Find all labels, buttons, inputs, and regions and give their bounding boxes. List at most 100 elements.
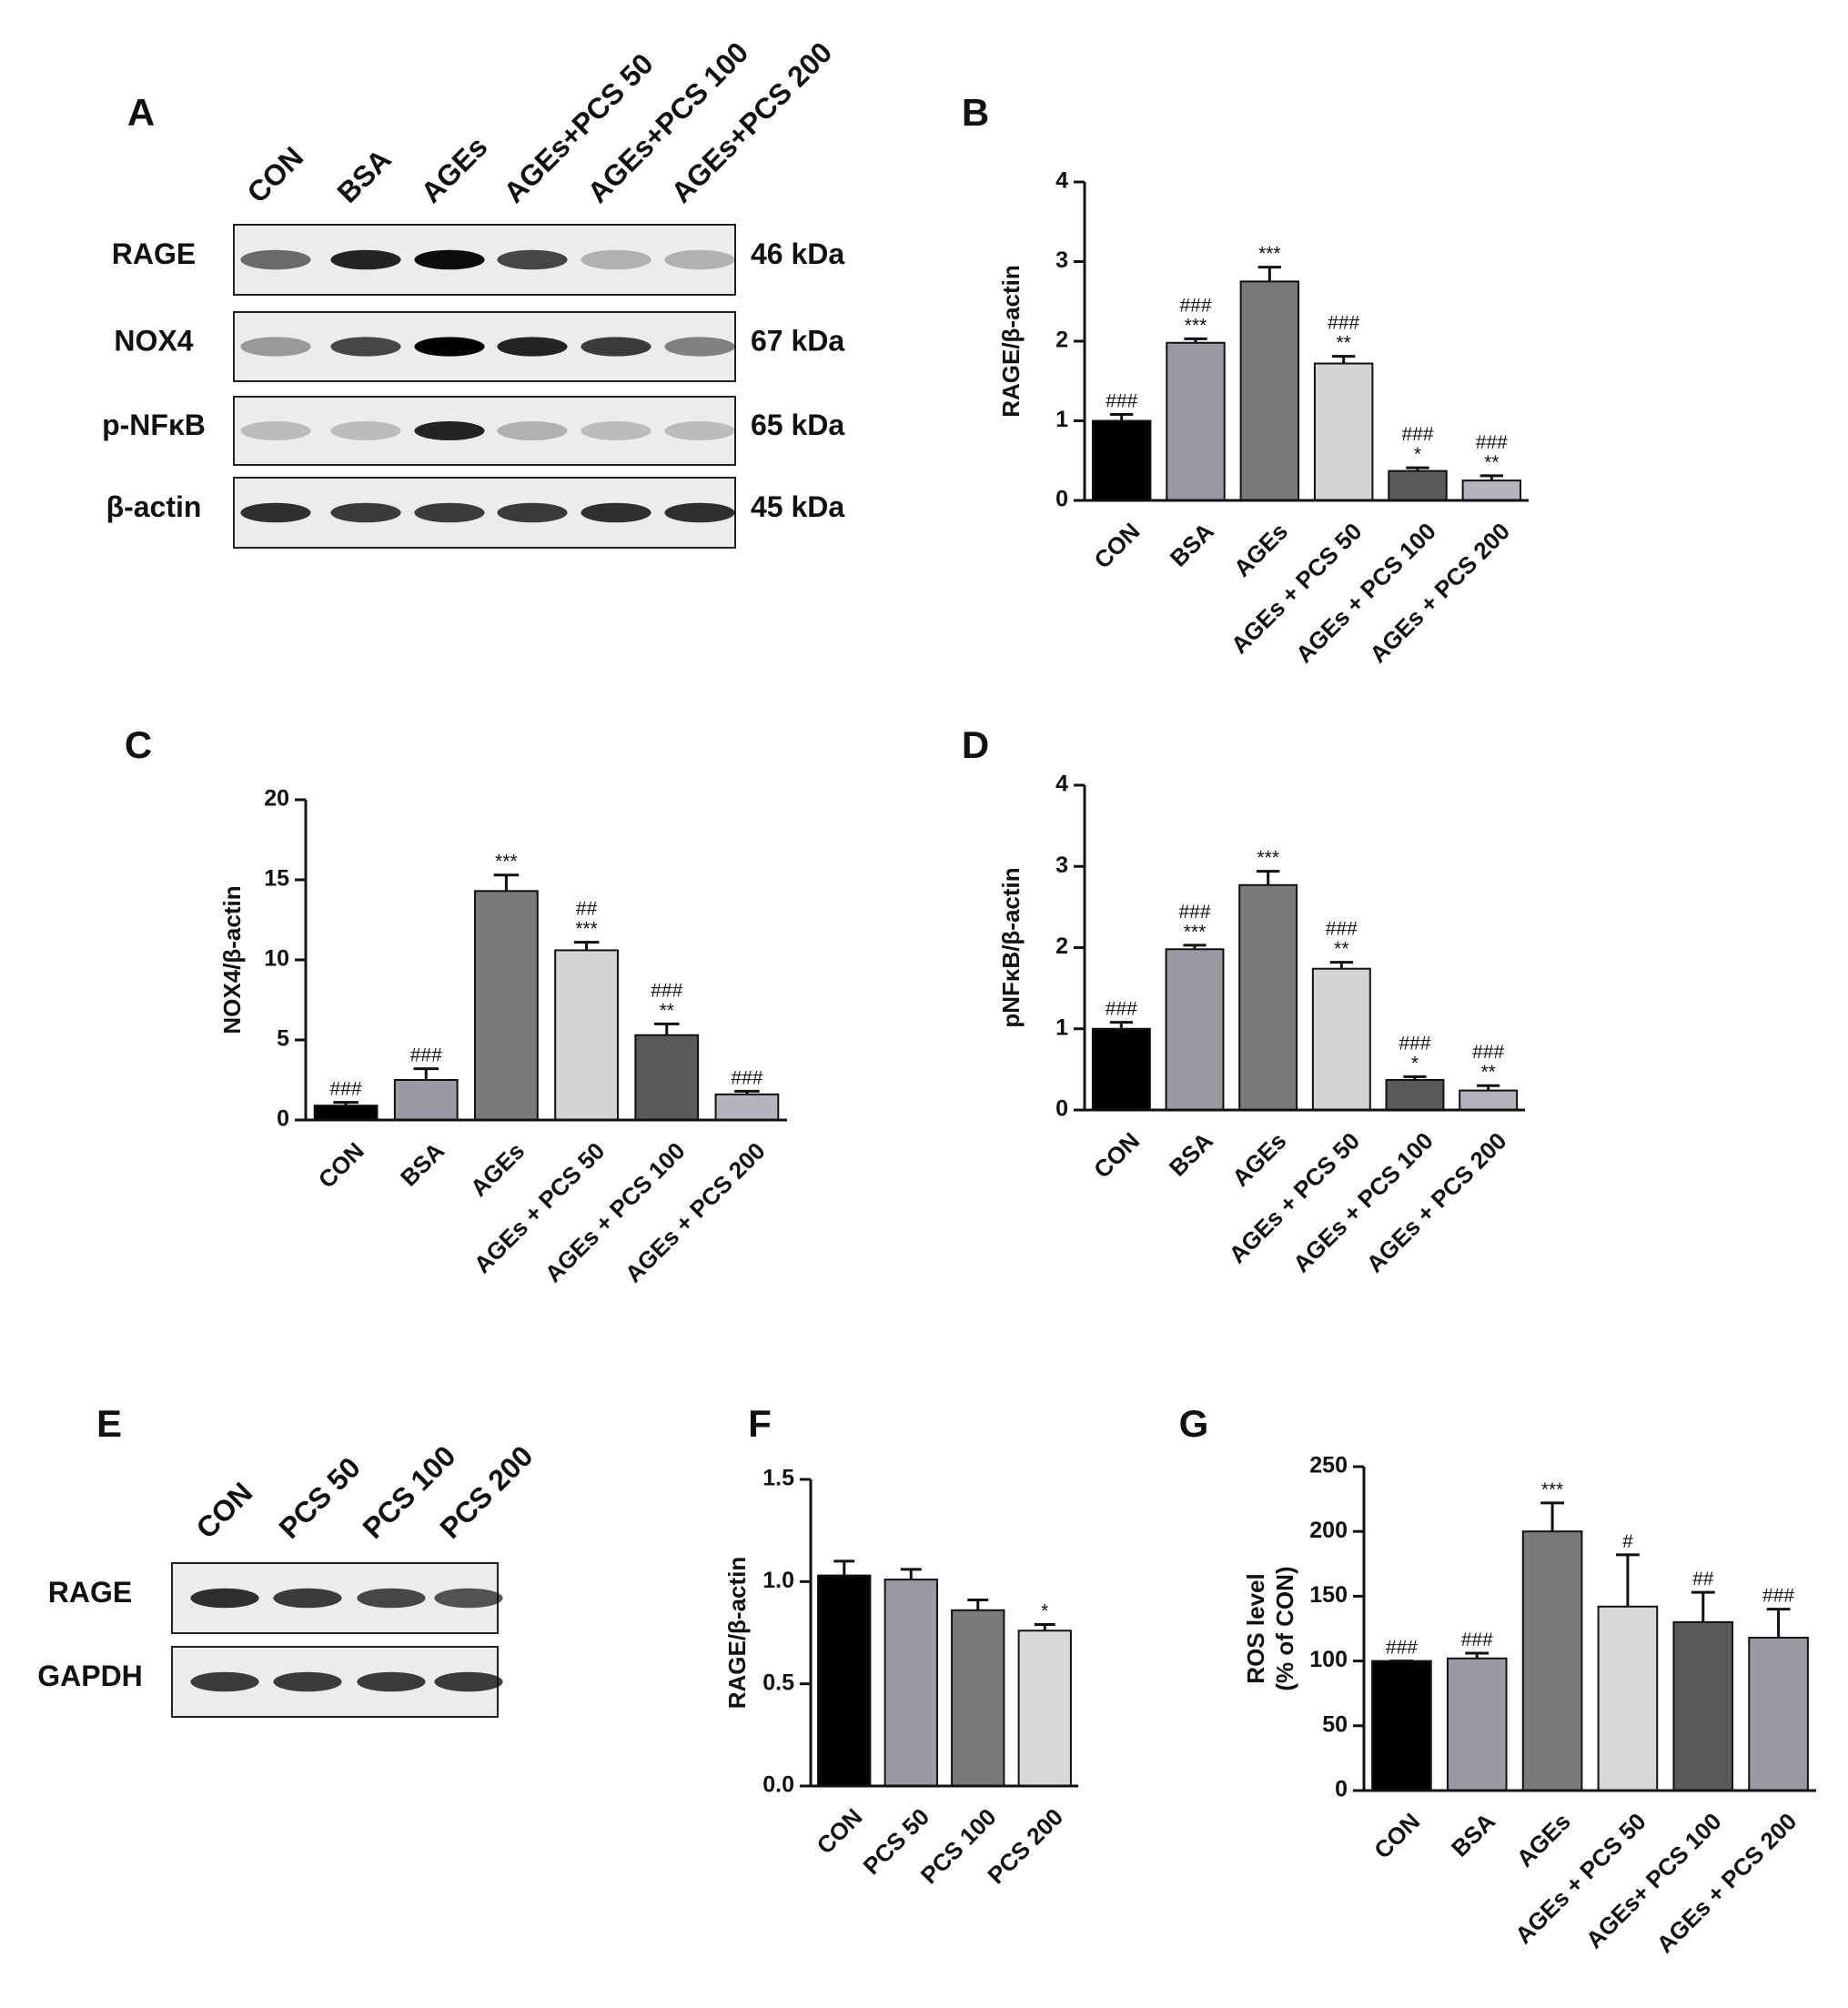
error-bar (1184, 337, 1207, 343)
blot-band (497, 249, 568, 270)
significance-label: ### (1472, 1042, 1504, 1063)
x-tick-label: BSA (1165, 517, 1219, 571)
blot-band (240, 337, 311, 357)
band-size: 67 kDa (751, 324, 844, 357)
blot-band (664, 249, 735, 270)
error-bar (1329, 961, 1353, 969)
y-axis-label: ROS level (1242, 1573, 1269, 1683)
x-tick-label: AGEs + PCS 200 (1651, 1808, 1803, 1959)
y-tick-label: 0 (1055, 1096, 1068, 1122)
error-bar (1540, 1501, 1565, 1532)
row-label: NOX4 (114, 324, 193, 357)
blot-band (497, 337, 568, 357)
error-bar (1465, 1651, 1490, 1659)
y-tick-label: 1.5 (762, 1466, 794, 1491)
bar (1461, 479, 1522, 501)
y-axis-label: (% of CON) (1271, 1566, 1298, 1690)
x-tick-label: AGEs (1227, 1127, 1291, 1192)
y-tick-label: 2 (1055, 933, 1068, 959)
x-tick-label: CON (1088, 1127, 1145, 1184)
panel-letter: B (962, 91, 989, 134)
x-tick-label: CON (1368, 1808, 1425, 1864)
blot-band (497, 502, 568, 523)
significance-label: *** (1541, 1479, 1564, 1500)
y-tick-label: 50 (1322, 1711, 1348, 1737)
significance-label: *** (1184, 922, 1207, 943)
bar (1238, 883, 1298, 1112)
bar (1597, 1605, 1659, 1791)
bar (634, 1034, 700, 1121)
panel-letter: G (1179, 1402, 1209, 1445)
significance-label: ### (1106, 391, 1137, 412)
blot-band (664, 502, 735, 523)
error-bar (1183, 943, 1207, 950)
blot-band (330, 249, 401, 270)
error-bar (1691, 1590, 1715, 1622)
error-bar (493, 873, 520, 892)
blot-band (190, 1588, 259, 1609)
blot-band (497, 421, 568, 440)
bar (1446, 1657, 1508, 1791)
blot-band (581, 502, 651, 523)
error-bar (734, 1089, 760, 1095)
significance-label: *** (495, 852, 518, 873)
significance-label: ** (1336, 333, 1350, 354)
lane-label: PCS 50 (272, 1451, 366, 1545)
blot-band (414, 421, 485, 440)
bar (313, 1105, 379, 1122)
bar (1091, 419, 1152, 501)
x-tick-label: AGEs + PCS 50 (1226, 518, 1368, 660)
error-bar (967, 1599, 989, 1610)
bar (1166, 341, 1226, 501)
bar (1748, 1636, 1809, 1792)
blot-band (240, 249, 311, 270)
y-tick-label: 0 (1055, 487, 1068, 512)
error-bar (653, 1022, 680, 1035)
blot-band (357, 1671, 426, 1692)
significance-label: ## (576, 899, 598, 920)
y-tick-label: 2 (1055, 328, 1068, 353)
x-tick-label: AGEs + PCS 100 (1290, 518, 1441, 669)
blot-band (664, 421, 735, 440)
y-tick-label: 10 (264, 946, 289, 972)
x-tick-label: AGEs (1511, 1808, 1576, 1872)
x-tick-label: AGEs (465, 1137, 530, 1202)
significance-label: ### (1386, 1638, 1418, 1659)
significance-label: ** (1334, 939, 1348, 960)
error-bar (413, 1067, 439, 1080)
band-size: 45 kDa (751, 490, 844, 523)
bar (554, 949, 619, 1121)
blot-band (330, 337, 401, 357)
bar (1165, 948, 1225, 1112)
x-tick-label: BSA (1446, 1807, 1500, 1862)
significance-label: *** (1185, 315, 1207, 336)
blot-band (273, 1588, 342, 1609)
blot-band (414, 249, 485, 270)
blot-band (581, 421, 651, 440)
bar (1385, 1078, 1445, 1112)
significance-label: * (1411, 1053, 1419, 1074)
significance-label: ### (330, 1079, 362, 1100)
significance-label: ### (1461, 1630, 1493, 1650)
lane-label: CON (240, 140, 309, 209)
error-bar (573, 941, 600, 951)
x-tick-label: AGEs + PCS 50 (1510, 1808, 1651, 1950)
x-tick-label: AGEs + PCS 100 (540, 1137, 691, 1288)
blot-band (414, 502, 485, 523)
significance-label: ### (1328, 313, 1359, 334)
significance-label: ### (1401, 424, 1433, 445)
significance-label: ### (1179, 295, 1211, 316)
y-tick-label: 1 (1055, 1014, 1068, 1040)
band-size: 65 kDa (751, 409, 844, 441)
y-tick-label: 3 (1055, 247, 1068, 273)
error-bar (1479, 474, 1504, 481)
y-tick-label: 150 (1309, 1582, 1348, 1608)
significance-label: ** (660, 1000, 674, 1021)
y-tick-label: 5 (277, 1026, 289, 1052)
panel-letter: C (125, 723, 152, 766)
lane-label: AGEs (414, 130, 493, 209)
bar (1388, 469, 1448, 501)
bar (1017, 1630, 1072, 1787)
significance-label: ### (1476, 432, 1508, 453)
